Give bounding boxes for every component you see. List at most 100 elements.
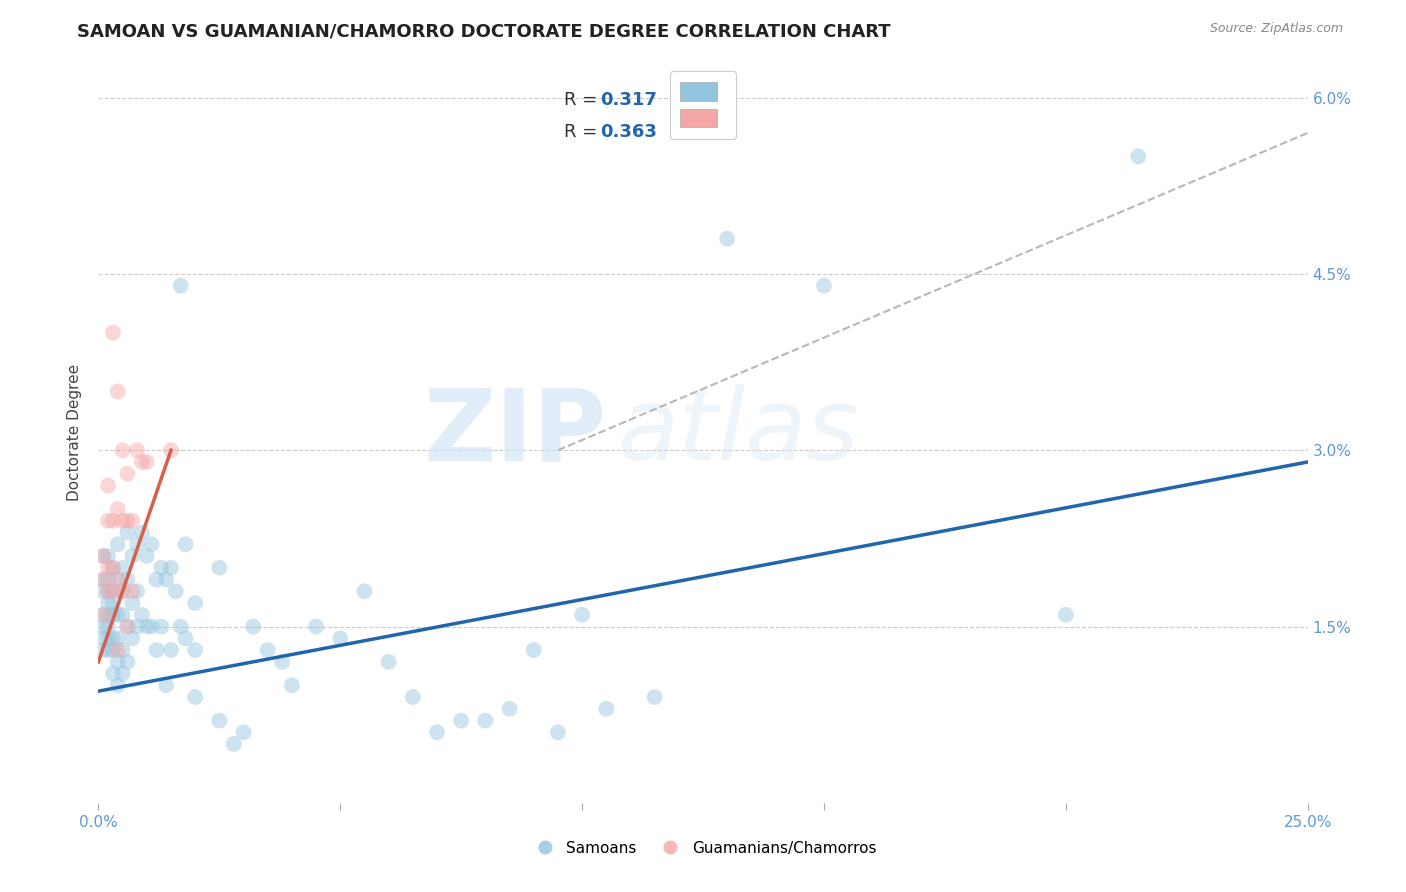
Point <box>117 525 139 540</box>
Point <box>571 607 593 622</box>
Point <box>135 619 157 633</box>
Point <box>117 573 139 587</box>
Point <box>169 619 191 633</box>
Point <box>127 619 149 633</box>
Point <box>174 537 197 551</box>
Point <box>127 443 149 458</box>
Point <box>91 607 114 622</box>
Text: 0.363: 0.363 <box>600 123 657 141</box>
Text: Source: ZipAtlas.com: Source: ZipAtlas.com <box>1209 22 1343 36</box>
Point <box>107 607 129 622</box>
Point <box>107 632 129 646</box>
Point <box>498 702 520 716</box>
Point <box>377 655 399 669</box>
Point <box>353 584 375 599</box>
Text: ZIP: ZIP <box>423 384 606 481</box>
Point <box>135 549 157 563</box>
Point <box>101 561 124 575</box>
Point <box>97 573 120 587</box>
Point <box>450 714 472 728</box>
Point <box>111 584 134 599</box>
Y-axis label: Doctorate Degree: Doctorate Degree <box>67 364 83 501</box>
Point <box>107 678 129 692</box>
Point <box>150 619 173 633</box>
Point <box>91 619 114 633</box>
Point <box>127 537 149 551</box>
Point <box>91 573 114 587</box>
Point <box>91 549 114 563</box>
Point <box>160 561 183 575</box>
Point <box>208 561 231 575</box>
Point <box>184 596 207 610</box>
Point <box>426 725 449 739</box>
Point <box>155 678 177 692</box>
Text: N =: N = <box>657 91 709 109</box>
Point <box>101 596 124 610</box>
Point <box>329 632 352 646</box>
Point <box>97 561 120 575</box>
Point <box>222 737 245 751</box>
Legend: Samoans, Guamanians/Chamorros: Samoans, Guamanians/Chamorros <box>523 835 883 862</box>
Point <box>474 714 496 728</box>
Point <box>208 714 231 728</box>
Point <box>141 537 163 551</box>
Point <box>165 584 187 599</box>
Point <box>101 584 124 599</box>
Point <box>101 326 124 340</box>
Point <box>97 643 120 657</box>
Point <box>111 561 134 575</box>
Point <box>242 619 264 633</box>
Point <box>121 596 143 610</box>
Text: 0.317: 0.317 <box>600 91 657 109</box>
Point <box>716 232 738 246</box>
Point <box>97 584 120 599</box>
Point <box>131 525 153 540</box>
Text: N =: N = <box>657 123 709 141</box>
Point <box>160 643 183 657</box>
Point <box>174 632 197 646</box>
Point <box>107 384 129 399</box>
Point <box>121 584 143 599</box>
Point <box>150 561 173 575</box>
Point <box>117 467 139 481</box>
Point <box>271 655 294 669</box>
Text: R =: R = <box>564 91 603 109</box>
Point <box>131 607 153 622</box>
Point <box>131 455 153 469</box>
Point <box>91 632 114 646</box>
Point <box>97 632 120 646</box>
Point <box>101 561 124 575</box>
Point <box>135 455 157 469</box>
Point <box>91 643 114 657</box>
Point <box>1128 149 1150 163</box>
Point <box>107 655 129 669</box>
Point <box>121 514 143 528</box>
Point <box>117 655 139 669</box>
Point <box>107 573 129 587</box>
Point <box>101 643 124 657</box>
Point <box>184 690 207 704</box>
Point <box>523 643 546 657</box>
Point <box>107 643 129 657</box>
Point <box>101 632 124 646</box>
Point <box>111 643 134 657</box>
Point <box>101 666 124 681</box>
Point <box>111 584 134 599</box>
Point <box>117 619 139 633</box>
Point <box>97 478 120 492</box>
Point <box>117 514 139 528</box>
Point <box>97 607 120 622</box>
Point <box>155 573 177 587</box>
Point <box>232 725 254 739</box>
Point <box>305 619 328 633</box>
Text: SAMOAN VS GUAMANIAN/CHAMORRO DOCTORATE DEGREE CORRELATION CHART: SAMOAN VS GUAMANIAN/CHAMORRO DOCTORATE D… <box>77 22 891 40</box>
Point <box>813 278 835 293</box>
Point <box>169 278 191 293</box>
Point <box>97 619 120 633</box>
Point <box>97 549 120 563</box>
Point <box>97 596 120 610</box>
Point <box>97 584 120 599</box>
Point <box>145 643 167 657</box>
Point <box>107 537 129 551</box>
Point <box>91 549 114 563</box>
